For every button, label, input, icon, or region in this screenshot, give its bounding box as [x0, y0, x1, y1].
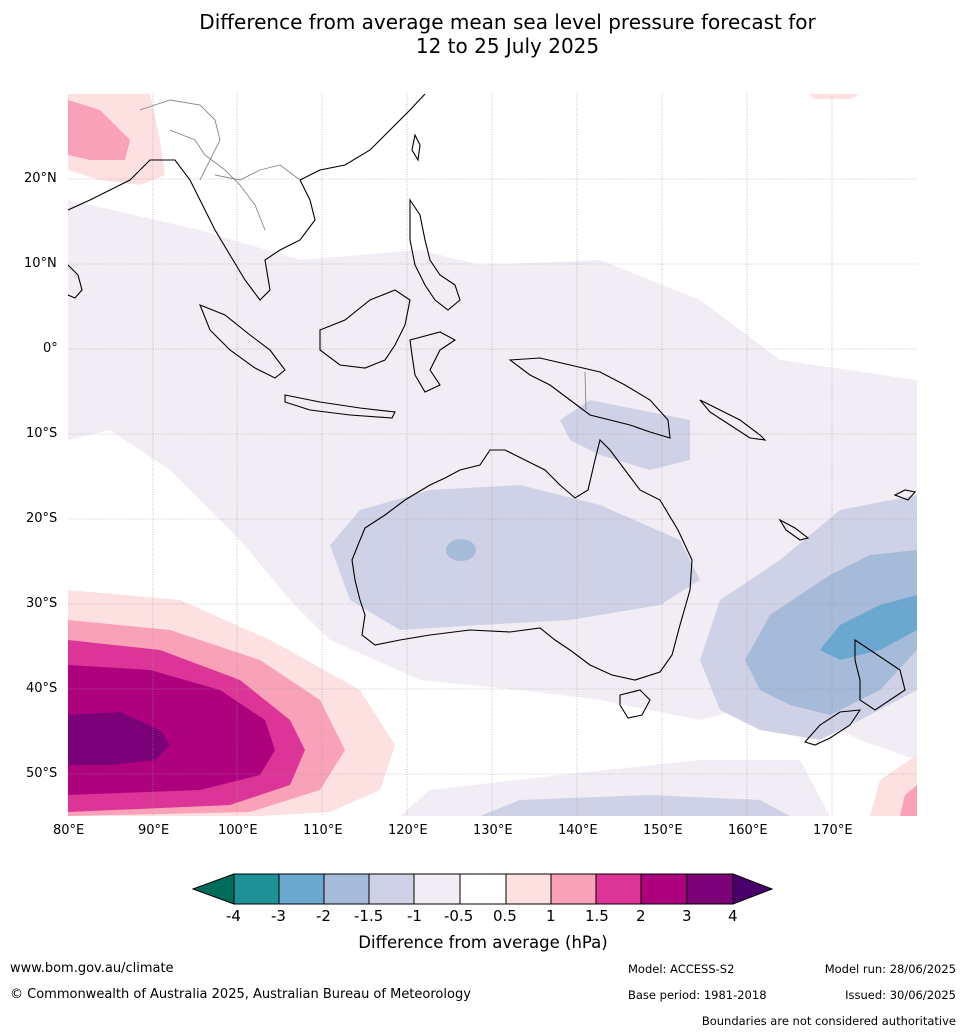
lat-label-0: 0° — [43, 341, 58, 356]
title-line-1: Difference from average mean sea level p… — [199, 10, 816, 34]
legend-tick-1: 1 — [546, 907, 556, 925]
sumatra-coastline — [199, 304, 286, 379]
lat-label-20s: 20°S — [26, 511, 58, 526]
colorbar-swatch-10 — [640, 873, 688, 905]
colorbar-swatch-8 — [550, 873, 597, 905]
lon-label-130e: 130°E — [473, 823, 513, 838]
legend-tick-1-5: 1.5 — [585, 907, 609, 925]
legend-tick-minus1-5: -1.5 — [354, 907, 384, 925]
anomaly-region-darkblue-tasman — [820, 595, 917, 660]
colorbar-swatch-1 — [233, 873, 280, 905]
footer-base-period: Base period: 1981-2018 — [628, 988, 767, 1002]
legend-tick-minus3: -3 — [271, 907, 286, 925]
legend-tick-4: 4 — [728, 907, 738, 925]
legend-tick-minus0-5: -0.5 — [444, 907, 474, 925]
lon-label-90e: 90°E — [138, 823, 170, 838]
colorbar-swatch-6 — [459, 873, 507, 905]
lon-label-110e: 110°E — [303, 823, 343, 838]
sulawesi-coastline — [409, 331, 457, 393]
footer-model-run: Model run: 28/06/2025 — [824, 962, 956, 976]
footer-url[interactable]: www.bom.gov.au/climate — [10, 961, 174, 976]
solomon-islands-coastline — [699, 399, 767, 441]
footer-model: Model: ACCESS-S2 — [628, 962, 735, 976]
legend-tick-minus1: -1 — [407, 907, 422, 925]
title-line-2: 12 to 25 July 2025 — [415, 34, 600, 58]
coastlines — [68, 94, 917, 746]
footer-issued: Issued: 30/06/2025 — [845, 988, 956, 1002]
colorbar-swatch-9 — [595, 873, 642, 905]
anomaly-region-pink-nw — [68, 100, 130, 160]
lat-label-20n: 20°N — [24, 171, 57, 186]
anomaly-region-light-lavender — [68, 200, 917, 760]
anomaly-region-lavender-south — [480, 795, 790, 816]
sri-lanka-coastline — [68, 264, 83, 299]
colorbar-swatch-11 — [686, 873, 734, 905]
anomaly-region-blue-tasman — [745, 550, 917, 715]
colorbar-swatch-3 — [323, 873, 370, 905]
legend-tick-minus2: -2 — [316, 907, 331, 925]
anomaly-region-lavender-newguinea — [560, 400, 690, 470]
map-area — [68, 94, 917, 816]
taiwan-coastline — [411, 133, 421, 162]
colorbar-arrow-left — [191, 873, 235, 905]
lon-label-80e: 80°E — [53, 823, 85, 838]
mainland-asia-coastline — [68, 94, 426, 301]
lon-label-120e: 120°E — [388, 823, 428, 838]
new-guinea-coastline — [508, 357, 671, 439]
anomaly-region-pink-se — [900, 785, 917, 816]
legend-tick-3: 3 — [682, 907, 692, 925]
new-caledonia-coastline — [778, 518, 810, 541]
lon-label-160e: 160°E — [728, 823, 768, 838]
lat-label-40s: 40°S — [26, 681, 58, 696]
anomaly-region-blue-wa — [446, 539, 476, 561]
java-coastline — [284, 394, 396, 419]
anomaly-region-light-lavender-2 — [68, 220, 200, 420]
legend-tick-0-5: 0.5 — [493, 907, 517, 925]
new-zealand-south-coastline — [804, 709, 862, 746]
lat-label-50s: 50°S — [26, 766, 58, 781]
country-borders — [139, 99, 587, 411]
footer-boundaries-note: Boundaries are not considered authoritat… — [701, 1014, 956, 1028]
map-title: Difference from average mean sea level p… — [0, 10, 965, 58]
tasmania-coastline — [619, 689, 651, 719]
graticule — [68, 94, 917, 816]
lon-label-140e: 140°E — [558, 823, 598, 838]
lat-label-10n: 10°N — [24, 256, 57, 271]
anomaly-region-purple — [68, 712, 170, 765]
lon-label-170e: 170°E — [813, 823, 853, 838]
legend-title: Difference from average (hPa) — [358, 933, 608, 952]
legend-tick-minus4: -4 — [226, 907, 241, 925]
colorbar-arrow-right — [732, 873, 774, 905]
lon-label-100e: 100°E — [218, 823, 258, 838]
australia-coastline — [351, 438, 693, 681]
borneo-coastline — [319, 289, 411, 369]
lon-label-150e: 150°E — [643, 823, 683, 838]
footer-copyright: © Commonwealth of Australia 2025, Austra… — [10, 987, 471, 1002]
lat-label-30s: 30°S — [26, 596, 58, 611]
anomaly-region-pale-pink-ne — [808, 94, 860, 99]
philippines-coastline — [409, 198, 461, 311]
lat-label-10s: 10°S — [26, 426, 58, 441]
colorbar-swatch-5 — [413, 873, 461, 905]
colorbar-swatch-7 — [505, 873, 552, 905]
legend-tick-2: 2 — [636, 907, 646, 925]
fiji-coastline — [893, 489, 917, 501]
colorbar-swatch-2 — [278, 873, 325, 905]
colorbar — [191, 873, 774, 905]
new-zealand-north-coastline — [854, 638, 906, 711]
colorbar-swatch-4 — [368, 873, 415, 905]
anomaly-region-lavender-australia — [330, 485, 700, 630]
